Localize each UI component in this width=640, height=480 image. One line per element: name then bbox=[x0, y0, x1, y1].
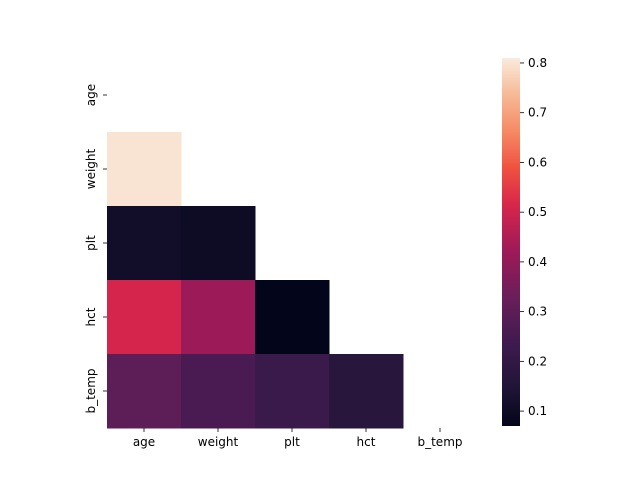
heatmap-cell-hct-plt bbox=[255, 280, 330, 355]
x-tick-label-hct: hct bbox=[357, 435, 376, 449]
colorbar-gradient bbox=[502, 58, 520, 426]
heatmap-cell-hct-age bbox=[107, 280, 182, 355]
y-tick-label-b_temp: b_temp bbox=[84, 368, 98, 413]
y-tick-label-hct: hct bbox=[84, 307, 98, 326]
y-axis: age weight plt hct b_temp bbox=[84, 84, 107, 414]
x-tick-label-plt: plt bbox=[284, 435, 300, 449]
colorbar-tick-label: 0.8 bbox=[528, 56, 547, 70]
colorbar-tick-label: 0.3 bbox=[528, 305, 547, 319]
heatmap-cell-b_temp-weight bbox=[181, 354, 256, 429]
heatmap-cell-plt-age bbox=[107, 206, 182, 281]
x-tick-label-age: age bbox=[133, 435, 155, 449]
x-tick-label-weight: weight bbox=[198, 435, 239, 449]
colorbar-tick-label: 0.1 bbox=[528, 404, 547, 418]
x-tick-label-b_temp: b_temp bbox=[417, 435, 462, 449]
y-tick-label-plt: plt bbox=[84, 235, 98, 251]
y-tick-label-weight: weight bbox=[84, 148, 98, 189]
heatmap-cells bbox=[107, 132, 404, 429]
heatmap-cell-weight-age bbox=[107, 132, 182, 207]
colorbar-tick-label: 0.2 bbox=[528, 354, 547, 368]
colorbar-ticks: 0.1 0.2 0.3 0.4 0.5 0.6 0.7 0.8 bbox=[520, 56, 547, 418]
heatmap-cell-hct-weight bbox=[181, 280, 256, 355]
heatmap-cell-b_temp-hct bbox=[329, 354, 404, 429]
heatmap-cell-plt-weight bbox=[181, 206, 256, 281]
x-axis: age weight plt hct b_temp bbox=[133, 428, 463, 449]
heatmap-cell-b_temp-age bbox=[107, 354, 182, 429]
heatmap-cell-b_temp-plt bbox=[255, 354, 330, 429]
colorbar-tick-label: 0.5 bbox=[528, 205, 547, 219]
colorbar: 0.1 0.2 0.3 0.4 0.5 0.6 0.7 0.8 bbox=[502, 56, 547, 426]
colorbar-tick-label: 0.4 bbox=[528, 255, 547, 269]
colorbar-tick-label: 0.6 bbox=[528, 155, 547, 169]
y-tick-label-age: age bbox=[84, 84, 98, 106]
colorbar-tick-label: 0.7 bbox=[528, 106, 547, 120]
